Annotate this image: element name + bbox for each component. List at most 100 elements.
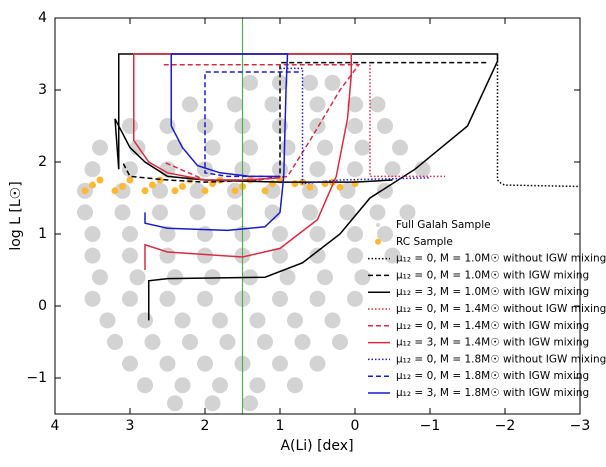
scatter-point xyxy=(272,290,288,307)
scatter-point xyxy=(197,355,213,372)
scatter-point xyxy=(129,269,146,286)
scatter-point xyxy=(257,334,273,350)
legend-marker xyxy=(376,223,380,227)
scatter-point xyxy=(272,226,288,242)
scatter-point xyxy=(119,182,126,190)
scatter-point xyxy=(272,355,288,372)
scatter-point xyxy=(84,247,101,264)
scatter-point xyxy=(336,183,344,191)
scatter-point xyxy=(84,226,101,242)
scatter-point xyxy=(309,355,326,372)
scatter-point xyxy=(77,204,93,221)
scatter-point xyxy=(231,187,239,195)
scatter-point xyxy=(369,204,386,221)
scatter-point xyxy=(197,161,213,178)
scatter-point xyxy=(309,118,326,134)
legend-label: Full Galah Sample xyxy=(396,219,491,231)
scatter-point xyxy=(287,377,303,394)
x-tick-label: 0 xyxy=(351,418,360,434)
scatter-point xyxy=(384,161,401,178)
scatter-point xyxy=(347,96,363,113)
y-tick-label: 0 xyxy=(38,298,47,314)
scatter-point xyxy=(141,187,149,195)
y-tick-label: 3 xyxy=(38,82,47,98)
scatter-point xyxy=(111,187,119,195)
scatter-point xyxy=(204,395,221,412)
scatter-point xyxy=(149,181,156,189)
scatter-point xyxy=(272,247,288,264)
legend-label: RC Sample xyxy=(396,236,453,248)
scatter-point xyxy=(347,226,363,242)
scatter-point xyxy=(171,187,179,195)
scatter-point xyxy=(377,226,393,242)
track-line xyxy=(204,71,299,178)
scatter-point xyxy=(179,182,186,190)
scatter-point xyxy=(309,226,326,242)
scatter-point xyxy=(287,312,303,329)
scatter-point xyxy=(264,204,281,221)
scatter-point xyxy=(92,269,108,286)
scatter-point xyxy=(159,226,176,242)
scatter-point xyxy=(159,290,176,307)
track-line xyxy=(369,64,445,178)
scatter-point xyxy=(227,96,243,113)
y-tick-label: 4 xyxy=(38,10,47,26)
scatter-point xyxy=(369,96,386,113)
scatter-point xyxy=(174,377,191,394)
scatter-point xyxy=(354,139,371,156)
scatter-point xyxy=(92,139,108,156)
scatter-point xyxy=(197,247,213,264)
scatter-point xyxy=(242,139,258,156)
scatter-point xyxy=(324,74,341,91)
scatter-point xyxy=(354,269,371,286)
legend-label: μ₁₂ = 3, M = 1.0M☉ with IGW mixing xyxy=(396,286,589,298)
scatter-point xyxy=(294,334,311,350)
scatter-point xyxy=(122,118,138,134)
x-tick-label: 2 xyxy=(201,418,210,434)
scatter-point xyxy=(167,139,183,156)
y-tick-label: 2 xyxy=(38,154,47,170)
scatter-point xyxy=(122,355,138,372)
scatter-point xyxy=(152,204,168,221)
scatter-point xyxy=(96,176,104,184)
scatter-point xyxy=(242,395,258,412)
scatter-point xyxy=(159,118,176,134)
scatter-point xyxy=(137,377,153,394)
scatter-point xyxy=(384,247,401,264)
scatter-point xyxy=(182,96,198,113)
scatter-point xyxy=(261,187,269,195)
scatter-point xyxy=(174,312,191,329)
scatter-point xyxy=(302,204,318,221)
scatter-point xyxy=(189,204,206,221)
track-line xyxy=(114,53,499,321)
legend-label: μ₁₂ = 0, M = 1.8M☉ with IGW mixing xyxy=(396,370,589,382)
scatter-point xyxy=(347,247,363,264)
y-tick-label: −1 xyxy=(26,370,47,386)
scatter-point xyxy=(114,204,131,221)
scatter-point xyxy=(189,182,206,199)
scatter-point xyxy=(204,269,221,286)
track-line xyxy=(280,67,431,185)
scatter-point xyxy=(279,139,296,156)
x-tick-label: −3 xyxy=(570,418,591,434)
scatter-point xyxy=(159,355,176,372)
scatter-point xyxy=(351,180,359,188)
scatter-point xyxy=(414,161,431,178)
scatter-point xyxy=(84,290,101,307)
scatter-point xyxy=(347,290,363,307)
scatter-point xyxy=(249,377,266,394)
legend-label: μ₁₂ = 0, M = 1.0M☉ with IGW mixing xyxy=(396,269,589,281)
scatter-point xyxy=(89,181,96,189)
scatter-point xyxy=(377,182,393,199)
scatter-point xyxy=(347,118,363,134)
scatter-point xyxy=(152,182,168,199)
scatter-point xyxy=(122,226,138,242)
scatter-point xyxy=(212,377,228,394)
y-axis-label: log L [L☉] xyxy=(8,181,24,250)
scatter-point xyxy=(107,334,123,350)
scatter-point xyxy=(347,161,363,178)
scatter-point xyxy=(167,395,183,412)
scatter-point xyxy=(339,204,356,221)
scatter-point xyxy=(309,161,326,178)
